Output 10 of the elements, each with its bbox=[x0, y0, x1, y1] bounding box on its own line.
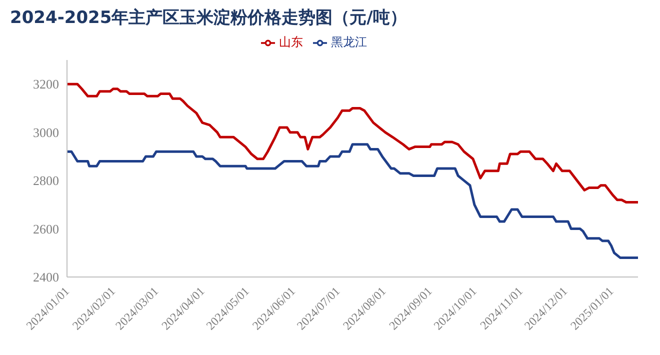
y-tick-label: 2600 bbox=[33, 221, 59, 236]
y-tick-label: 2800 bbox=[33, 173, 59, 188]
y-tick-label: 3000 bbox=[33, 124, 59, 140]
chart-title: 2024-2025年主产区玉米淀粉价格走势图（元/吨） bbox=[10, 7, 407, 29]
line-series bbox=[67, 143, 638, 259]
y-tick-label: 2400 bbox=[33, 270, 59, 285]
y-tick-label: 3200 bbox=[33, 76, 59, 92]
legend-label: 黑龙江 bbox=[331, 35, 367, 49]
line-series bbox=[67, 82, 638, 204]
legend-label: 山东 bbox=[279, 35, 303, 49]
